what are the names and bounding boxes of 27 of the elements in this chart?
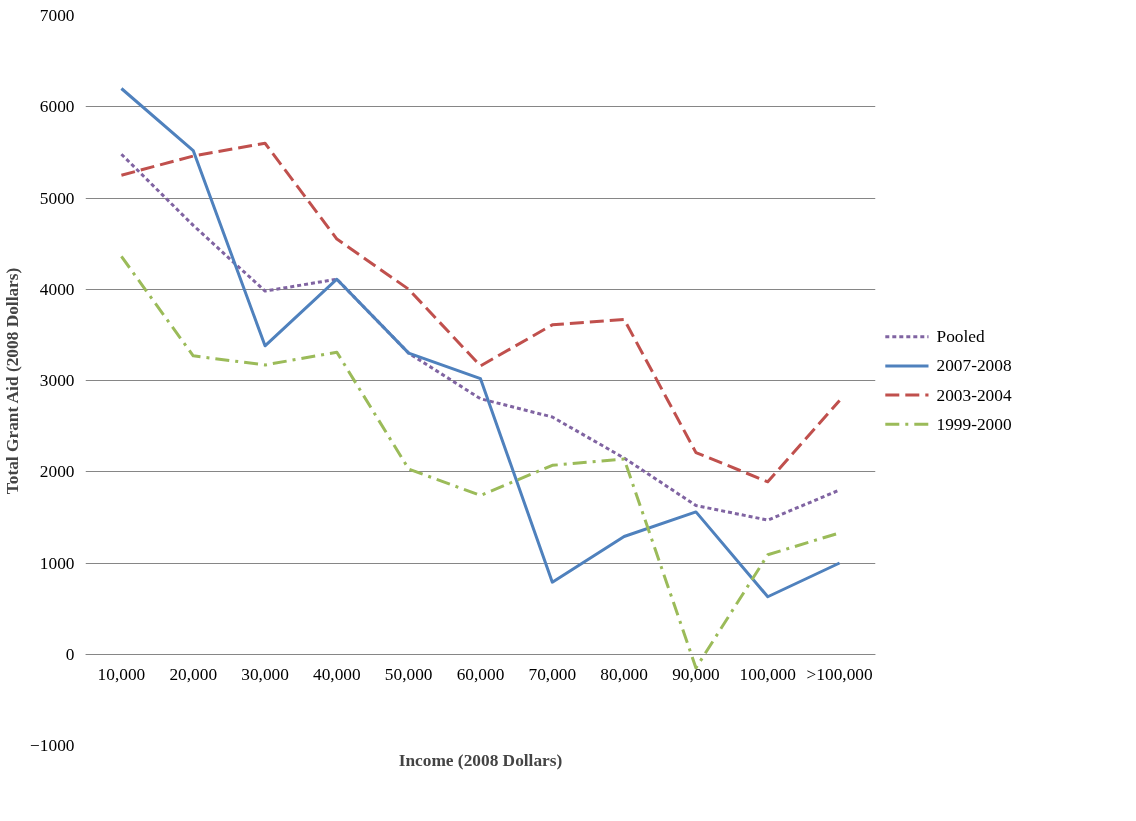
y-tick-label: 0 [65,644,75,664]
x-tick-label: 20,000 [169,665,218,685]
legend-label: 1999-2000 [936,414,1012,434]
x-tick-label: 70,000 [528,665,577,685]
x-tick-label: 90,000 [672,665,720,685]
legend-label: 2003-2004 [936,385,1012,405]
x-tick-label: 100,000 [739,665,796,685]
y-tick-label: 4000 [39,279,75,299]
y-tick-label: 3000 [39,371,75,390]
x-tick-label: 40,000 [313,665,361,685]
y-axis-title: Total Grant Aid (2008 Dollars) [3,267,23,495]
y-tick-label: 7000 [39,6,75,25]
x-tick-label: 80,000 [600,665,648,685]
y-tick-label: 2000 [39,462,75,482]
y-tick-label: −1000 [30,736,75,755]
x-tick-label: 60,000 [456,665,505,685]
x-tick-label: >100,000 [806,665,873,685]
x-axis-title: Income (2008 Dollars) [398,750,563,770]
x-tick-label: 30,000 [241,665,289,685]
x-tick-label: 10,000 [97,665,146,685]
legend-label: Pooled [936,327,985,347]
y-tick-label: 6000 [39,97,75,117]
x-tick-label: 50,000 [384,665,433,685]
line-series [119,87,842,599]
y-tick-label: 1000 [39,553,75,573]
legend-label: 2007-2008 [936,356,1012,376]
y-tick-label: 5000 [39,188,75,208]
